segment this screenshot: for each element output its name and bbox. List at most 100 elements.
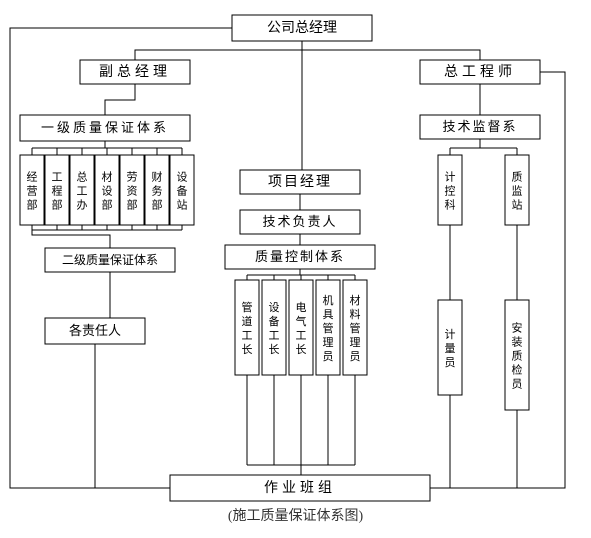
node-label: 部	[127, 197, 138, 211]
node-label: 质	[512, 349, 523, 362]
node-label: 部	[52, 197, 63, 211]
node-label: 材	[102, 169, 113, 183]
node-label: 一级质量保证体系	[41, 120, 169, 135]
node-label: 具	[323, 308, 334, 321]
node-label: 员	[323, 350, 334, 363]
node-label: 安	[512, 320, 523, 334]
node-label: 电	[296, 301, 307, 314]
node-label: 料	[350, 307, 361, 321]
node-label: 管	[323, 321, 334, 335]
edge	[95, 344, 170, 488]
node-label: 工	[296, 330, 307, 342]
node-label: 工	[242, 330, 253, 342]
node-label: 工	[77, 185, 88, 197]
node-label: 气	[296, 314, 307, 328]
node-label: 站	[512, 197, 523, 211]
node-qa2: 二级质量保证体系	[45, 248, 175, 272]
node-q5: 材料管理员	[343, 280, 367, 375]
node-label: 总	[77, 169, 88, 183]
node-q1: 管道工长	[235, 280, 259, 375]
node-q3: 电气工长	[289, 280, 313, 375]
node-label: 设	[177, 170, 188, 183]
node-label: 工	[52, 171, 63, 183]
node-label: 质量控制体系	[255, 249, 345, 264]
edge	[135, 41, 302, 60]
node-team: 作业班组	[170, 475, 430, 501]
node-label: 长	[242, 343, 253, 356]
node-label: 员	[512, 377, 523, 390]
node-label: 监	[512, 184, 523, 197]
node-qcs: 质量控制体系	[225, 245, 375, 269]
node-label: 备	[177, 183, 188, 197]
node-q4: 机具管理员	[316, 280, 340, 375]
node-zjz: 质监站	[505, 155, 529, 225]
node-jly: 计量员	[438, 300, 462, 395]
node-label: 设	[269, 301, 280, 314]
node-label: 量	[445, 342, 456, 355]
node-label: 劳	[127, 170, 138, 183]
node-label: 长	[269, 343, 280, 356]
edge	[105, 84, 135, 115]
node-label: 办	[77, 198, 88, 211]
node-label: 设	[102, 184, 113, 197]
edge	[302, 41, 480, 60]
node-vgm: 副总经理	[80, 60, 190, 84]
node-jkk: 计控科	[438, 155, 462, 225]
node-d5: 劳资部	[120, 155, 144, 225]
org-chart: 公司总经理副总经理 总工程师一级质量保证体系 技术监督系项目经理技术负责人质量控制体…	[0, 0, 591, 538]
node-label: 技术监督系	[442, 119, 517, 134]
node-label: 管	[350, 321, 361, 335]
node-label: 部	[102, 197, 113, 211]
node-label: 部	[152, 197, 163, 211]
node-label: 检	[512, 362, 523, 376]
node-ce: 总工程师	[420, 60, 540, 84]
node-label: 作业班组	[264, 480, 336, 496]
node-gm: 公司总经理	[232, 15, 372, 41]
node-label: 工	[269, 330, 280, 342]
node-label: 营	[27, 183, 38, 197]
node-d3: 总工办	[70, 155, 94, 225]
node-qa1: 一级质量保证体系	[20, 115, 190, 141]
node-d4: 材设部	[95, 155, 119, 225]
node-label: 计	[445, 170, 456, 183]
node-label: 机	[323, 293, 334, 307]
node-label: 计	[445, 328, 456, 341]
node-tl: 技术负责人	[240, 210, 360, 234]
node-label: 财	[152, 169, 163, 183]
node-d1: 经营部	[20, 155, 44, 225]
node-label: 资	[127, 184, 138, 197]
edge	[430, 395, 450, 488]
node-label: 站	[177, 197, 188, 211]
node-resp: 各责任人	[45, 318, 145, 344]
node-label: 部	[27, 197, 38, 211]
node-d7: 设备站	[170, 155, 194, 225]
node-label: 理	[350, 336, 361, 349]
nodes: 公司总经理副总经理 总工程师一级质量保证体系 技术监督系项目经理技术负责人质量控制体…	[20, 15, 540, 501]
node-pm: 项目经理	[240, 170, 360, 194]
node-label: 控	[445, 183, 456, 197]
edge	[32, 225, 110, 248]
node-tss: 技术监督系	[420, 115, 540, 139]
node-label: 各责任人	[69, 323, 121, 338]
node-label: 道	[242, 314, 253, 328]
node-label: 理	[323, 336, 334, 349]
edge	[430, 410, 517, 488]
node-d6: 财务部	[145, 155, 169, 225]
node-label: 员	[350, 350, 361, 363]
node-d2: 工程部	[45, 155, 69, 225]
node-label: 材	[350, 293, 361, 307]
node-label: 科	[445, 197, 456, 211]
node-label: 务	[152, 184, 163, 197]
node-label: 长	[296, 343, 307, 356]
node-label: 技术负责人	[262, 214, 337, 229]
node-label: 管	[242, 300, 253, 314]
node-label: 经	[27, 170, 38, 183]
node-azy: 安装质检员	[505, 300, 529, 410]
node-label: 二级质量保证体系	[62, 253, 158, 267]
node-label: 副总经理	[99, 64, 171, 80]
node-label: 程	[52, 184, 63, 197]
node-label: 质	[512, 170, 523, 183]
node-label: 项目经理	[268, 174, 332, 190]
node-label: 公司总经理	[267, 20, 337, 36]
caption: (施工质量保证体系图)	[228, 508, 364, 524]
